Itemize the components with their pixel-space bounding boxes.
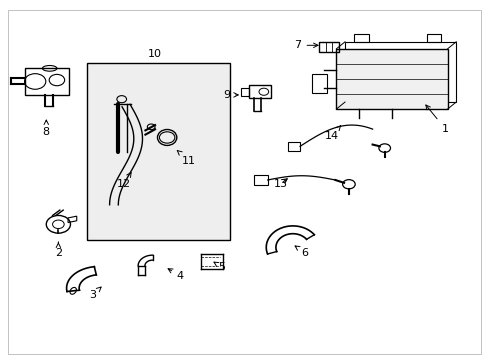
Text: 11: 11 — [177, 150, 196, 166]
Text: 6: 6 — [294, 246, 308, 258]
Bar — [87, 63, 229, 240]
Text: 1: 1 — [425, 105, 447, 134]
Text: 10: 10 — [148, 49, 162, 59]
Text: 7: 7 — [294, 40, 317, 50]
Text: 2: 2 — [55, 242, 62, 258]
Text: 5: 5 — [214, 262, 224, 272]
Text: 14: 14 — [324, 126, 340, 141]
Text: 8: 8 — [42, 120, 50, 137]
Text: 3: 3 — [88, 287, 101, 300]
Text: 13: 13 — [273, 179, 287, 189]
Polygon shape — [336, 49, 447, 109]
Text: 12: 12 — [116, 172, 131, 189]
Text: 4: 4 — [168, 269, 183, 281]
Text: 9: 9 — [223, 90, 238, 100]
